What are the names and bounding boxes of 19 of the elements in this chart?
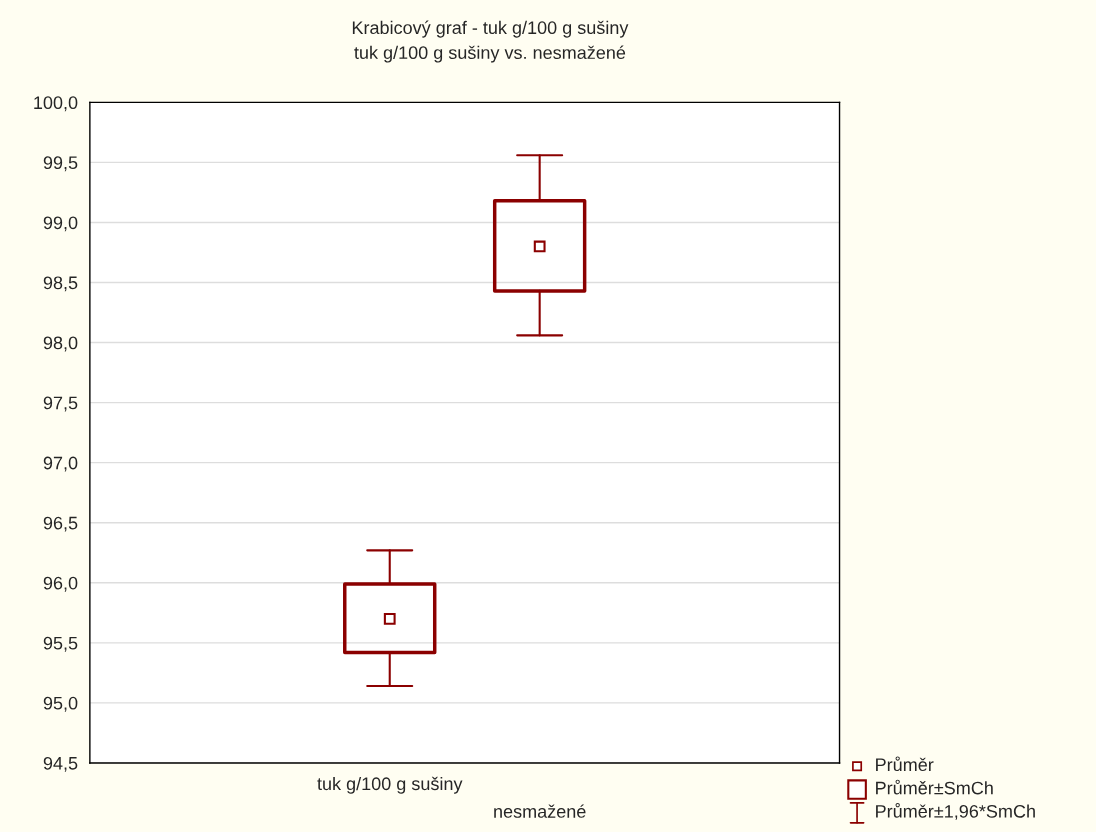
- y-tick-label: 98,5: [43, 276, 78, 292]
- text: Průměr±1,96*SmCh: [876, 803, 1035, 820]
- y-tick-label: 98,0: [43, 336, 78, 352]
- y-tick-label: 95,0: [43, 696, 78, 712]
- chart-title: Krabicový graf - tuk g/100 g sušiny: [352, 20, 629, 38]
- y-tick-label: 99,0: [43, 216, 78, 232]
- text: Průměr±SmCh: [876, 779, 993, 795]
- y-tick-label: 100,0: [34, 96, 78, 112]
- y-tick-label: 95,5: [43, 636, 78, 652]
- y-tick-label: 96,0: [43, 576, 78, 592]
- text: Průměr: [876, 756, 934, 772]
- x-tick-label: nesmažené: [494, 804, 586, 818]
- x-tick-label: tuk g/100 g sušiny: [317, 776, 463, 794]
- chart-subtitle: tuk g/100 g sušiny vs. nesmažené: [354, 45, 626, 63]
- y-tick-label: 94,5: [43, 756, 78, 772]
- y-tick-label: 99,5: [43, 156, 78, 172]
- y-tick-label: 97,0: [43, 456, 78, 472]
- y-tick-label: 96,5: [43, 516, 78, 532]
- y-tick-label: 97,5: [43, 396, 78, 412]
